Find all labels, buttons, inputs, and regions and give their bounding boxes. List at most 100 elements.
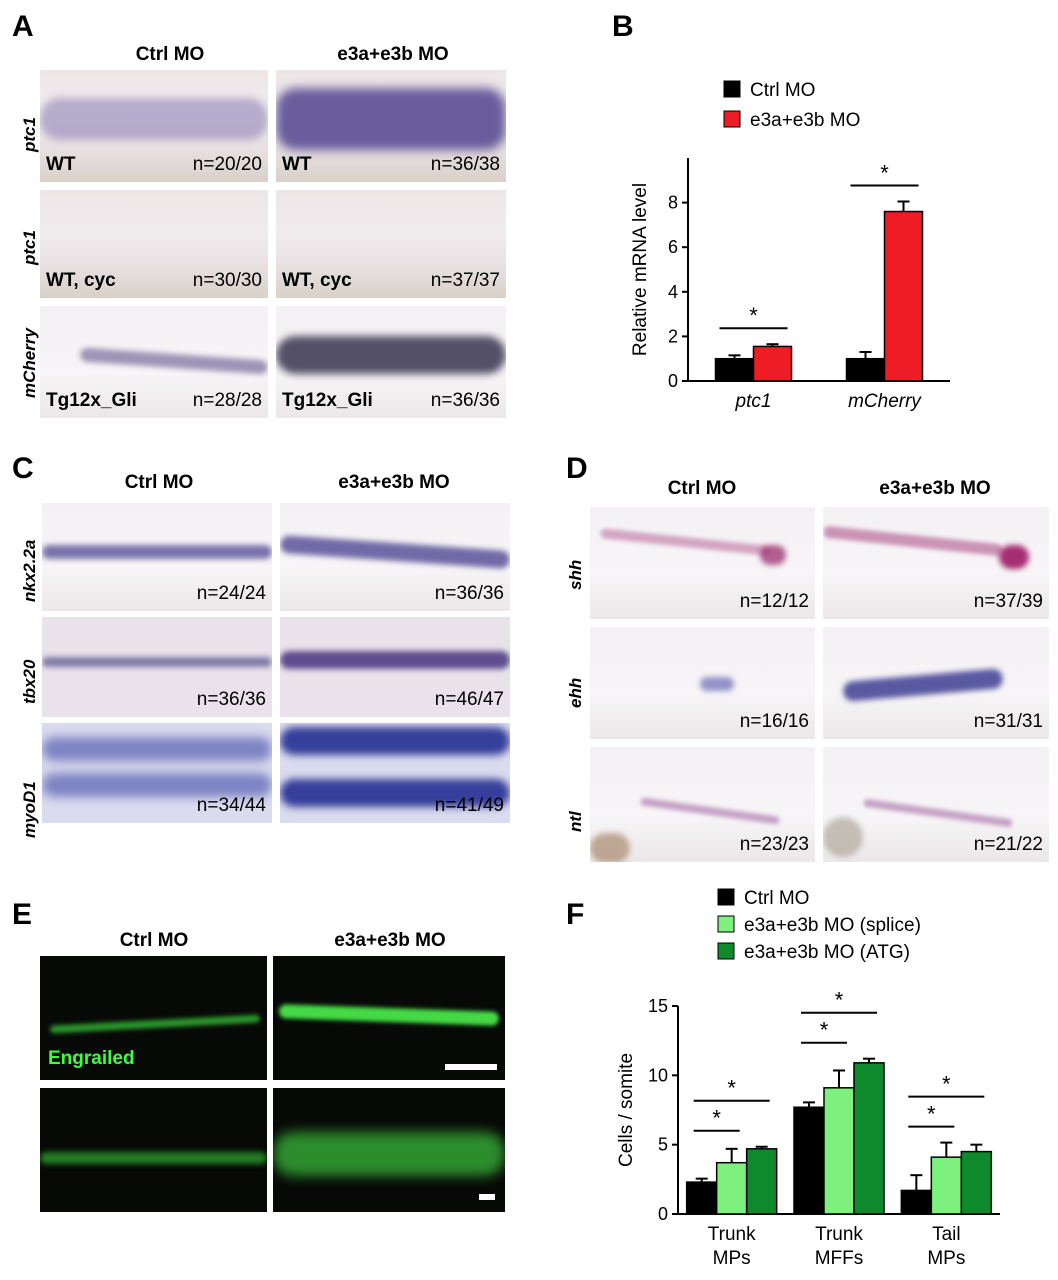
panel-label-f: F — [566, 898, 585, 931]
panel-d-row-label-2: ehh — [566, 677, 585, 708]
legend-label: e3a+e3b MO (ATG) — [744, 942, 910, 963]
x-tick-label: MFFs — [815, 1248, 864, 1269]
panel-d-image-shh-e3: n=37/39 — [823, 507, 1049, 619]
x-tick-label: Trunk — [815, 1224, 863, 1245]
panel-label-e: E — [12, 898, 33, 931]
x-tick-label: MPs — [927, 1248, 965, 1269]
sample-count: n=36/38 — [430, 154, 500, 175]
sample-count: n=30/30 — [192, 270, 262, 291]
panel-d-image-ntl-e3: n=21/22 — [823, 747, 1049, 862]
sample-count: n=41/49 — [434, 795, 504, 816]
significance-star: * — [727, 1076, 736, 1101]
y-tick-label: 6 — [668, 237, 678, 257]
sample-count: n=36/36 — [434, 583, 504, 604]
sample-count: n=16/16 — [739, 711, 809, 732]
bar — [930, 1156, 963, 1215]
panel-d-image-ehh-e3: n=31/31 — [823, 627, 1049, 739]
sample-count: n=12/12 — [739, 591, 809, 612]
sample-count: n=23/23 — [739, 834, 809, 855]
scale-bar — [479, 1194, 495, 1200]
panel-c-col-header-ctrl: Ctrl MO — [124, 472, 194, 493]
panel-e-col-header-e3: e3a+e3b MO — [334, 930, 446, 951]
sample-count: n=36/36 — [430, 390, 500, 411]
panel-a-image-ptc1-ctrl: WT n=20/20 — [40, 70, 268, 182]
y-tick-label: 2 — [668, 326, 678, 346]
panel-c-row-label-1: nkx2.2a — [20, 539, 39, 602]
panel-c-image-myod-ctrl: n=34/44 — [42, 723, 272, 823]
bar — [900, 1189, 933, 1215]
bar — [745, 1148, 778, 1215]
legend-swatch — [717, 888, 735, 906]
y-tick-label: 0 — [658, 1204, 668, 1224]
sample-count: n=34/44 — [196, 795, 266, 816]
significance-star: * — [942, 1072, 951, 1097]
sample-count: n=36/36 — [196, 689, 266, 710]
engrailed-stain-label: Engrailed — [48, 1048, 135, 1069]
sample-count: n=20/20 — [192, 154, 262, 175]
panel-d-row-label-1: shh — [566, 559, 585, 590]
genotype-label: WT — [282, 154, 312, 175]
panel-a-image-mcherry-ctrl: Tg12x_Gli n=28/28 — [40, 306, 268, 418]
sample-count: n=21/22 — [973, 834, 1043, 855]
x-tick-label: Trunk — [708, 1224, 756, 1245]
sample-count: n=37/39 — [973, 591, 1043, 612]
panel-a-row-label-2: ptc1 — [20, 230, 39, 265]
significance-star: * — [835, 988, 844, 1013]
genotype-label: Tg12x_Gli — [46, 390, 137, 411]
legend-swatch — [717, 915, 735, 933]
panel-c-row-label-3: myoD1 — [20, 781, 39, 838]
x-tick-label: ptc1 — [735, 391, 772, 412]
genotype-label: WT, cyc — [46, 270, 116, 291]
panel-d-image-ntl-ctrl: n=23/23 — [590, 747, 815, 862]
y-tick-label: 8 — [668, 193, 678, 213]
panel-a-col-header-ctrl: Ctrl MO — [135, 44, 205, 65]
panel-d-col-header-ctrl: Ctrl MO — [667, 478, 737, 499]
bar — [715, 1161, 748, 1215]
panel-a-row-label-3: mCherry — [20, 328, 39, 398]
panel-c-image-myod-e3: n=41/49 — [280, 723, 510, 823]
panel-d-row-label-3: ntl — [566, 811, 585, 832]
panel-label-c: C — [12, 452, 34, 485]
bar — [883, 210, 924, 382]
genotype-label: WT — [46, 154, 76, 175]
significance-star: * — [749, 303, 758, 328]
panel-a-image-mcherry-e3: Tg12x_Gli n=36/36 — [276, 306, 506, 418]
panel-c-image-tbx-ctrl: n=36/36 — [42, 617, 272, 717]
panel-a-col-header-e3: e3a+e3b MO — [337, 44, 449, 65]
panel-c-col-header-e3: e3a+e3b MO — [338, 472, 450, 493]
y-tick-label: 15 — [648, 996, 668, 1016]
bar — [960, 1150, 993, 1215]
significance-star: * — [712, 1106, 721, 1131]
panel-c-image-nkx-ctrl: n=24/24 — [42, 503, 272, 611]
legend-label: Ctrl MO — [744, 888, 809, 909]
legend-swatch — [723, 80, 741, 98]
legend-swatch — [717, 942, 735, 960]
sample-count: n=24/24 — [196, 583, 266, 604]
x-tick-label: MPs — [713, 1248, 751, 1269]
bar — [823, 1087, 855, 1215]
chart-f: 0 5 10 15 Cells / somite Trunk MPs Trunk MFFs Tai… — [616, 888, 1000, 1269]
bar — [853, 1062, 885, 1215]
genotype-label: WT, cyc — [282, 270, 352, 291]
bar — [845, 357, 886, 382]
bar — [793, 1106, 825, 1215]
sample-count: n=31/31 — [973, 711, 1043, 732]
legend-label: e3a+e3b MO — [750, 110, 860, 131]
sample-count: n=28/28 — [192, 390, 262, 411]
panel-c-row-label-2: tbx20 — [20, 659, 39, 704]
panel-a-image-ptc1-cyc-ctrl: WT, cyc n=30/30 — [40, 190, 268, 298]
y-axis-label: Cells / somite — [616, 1053, 637, 1167]
genotype-label: Tg12x_Gli — [282, 390, 373, 411]
significance-star: * — [880, 160, 889, 185]
panel-d-col-header-e3: e3a+e3b MO — [879, 478, 991, 499]
sample-count: n=46/47 — [434, 689, 504, 710]
scale-bar — [445, 1064, 497, 1070]
panel-e-col-header-ctrl: Ctrl MO — [119, 930, 189, 951]
legend-label: Ctrl MO — [750, 80, 815, 101]
panel-e-image-engrailed-e3 — [273, 956, 505, 1080]
chart-b: 0 2 4 6 8 Relative mRNA level ptc1 mCherry * * Ctr… — [630, 80, 950, 412]
bar — [714, 357, 755, 382]
panel-a-image-ptc1-e3: WT n=36/38 — [276, 70, 506, 182]
panel-d-image-ehh-ctrl: n=16/16 — [590, 627, 815, 739]
panel-label-b: B — [612, 10, 634, 43]
